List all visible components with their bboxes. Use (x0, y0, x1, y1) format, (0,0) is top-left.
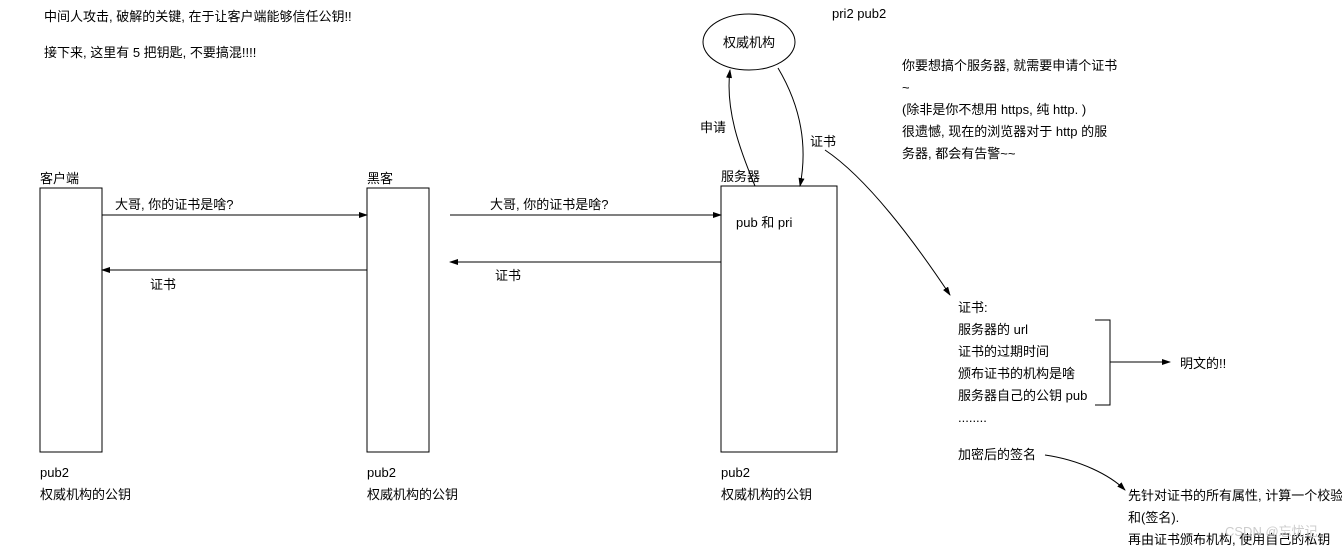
hacker-title: 黑客 (367, 169, 393, 190)
label-cert-back: 证书 (810, 132, 836, 153)
bottom-note-l1: 先针对证书的所有属性, 计算一个校验 (1128, 485, 1342, 507)
arrow-authority-to-server (778, 68, 803, 186)
watermark: CSDN @忘忧记 (1225, 522, 1318, 543)
cert-detail: 证书: 服务器的 url 证书的过期时间 颁布证书的机构是啥 服务器自己的公钥 … (958, 297, 1158, 466)
server-title: 服务器 (721, 167, 760, 188)
authority-keys: pri2 pub2 (832, 4, 886, 25)
right-note-l5: 务器, 都会有告警~~ (902, 143, 1152, 165)
label-req1: 大哥, 你的证书是啥? (115, 195, 233, 216)
client-footer-2: 权威机构的公钥 (40, 485, 131, 506)
right-note-l1: 你要想搞个服务器, 就需要申请个证书 (902, 55, 1152, 77)
label-req2: 大哥, 你的证书是啥? (490, 195, 608, 216)
cert-l5: ........ (958, 407, 1158, 429)
hacker-footer-1: pub2 (367, 463, 396, 484)
label-resp2: 证书 (495, 266, 521, 287)
arrow-to-cert-detail (825, 150, 950, 295)
label-resp1: 证书 (150, 275, 176, 296)
hacker-footer-2: 权威机构的公钥 (367, 485, 458, 506)
server-inner: pub 和 pri (736, 213, 792, 234)
server-footer-1: pub2 (721, 463, 750, 484)
plaintext-label: 明文的!! (1180, 354, 1226, 375)
client-box (40, 188, 102, 452)
cert-l2: 证书的过期时间 (958, 341, 1158, 363)
cert-l4: 服务器自己的公钥 pub (958, 385, 1158, 407)
note-line-1: 中间人攻击, 破解的关键, 在于让客户端能够信任公钥!! (44, 7, 352, 28)
right-note-l3: (除非是你不想用 https, 纯 http. ) (902, 99, 1152, 121)
label-apply: 申请 (700, 118, 726, 139)
note-line-2: 接下来, 这里有 5 把钥匙, 不要搞混!!!! (44, 43, 256, 64)
server-footer-2: 权威机构的公钥 (721, 485, 812, 506)
client-title: 客户端 (40, 169, 79, 190)
hacker-box (367, 188, 429, 452)
client-footer-1: pub2 (40, 463, 69, 484)
cert-l1: 服务器的 url (958, 319, 1158, 341)
cert-title: 证书: (958, 297, 1158, 319)
cert-l6: 加密后的签名 (958, 444, 1158, 466)
right-note: 你要想搞个服务器, 就需要申请个证书 ~ (除非是你不想用 https, 纯 h… (902, 55, 1152, 165)
authority-label: 权威机构 (723, 33, 775, 54)
cert-l3: 颁布证书的机构是啥 (958, 363, 1158, 385)
right-note-l4: 很遗憾, 现在的浏览器对于 http 的服 (902, 121, 1152, 143)
right-note-l2: ~ (902, 77, 1152, 99)
